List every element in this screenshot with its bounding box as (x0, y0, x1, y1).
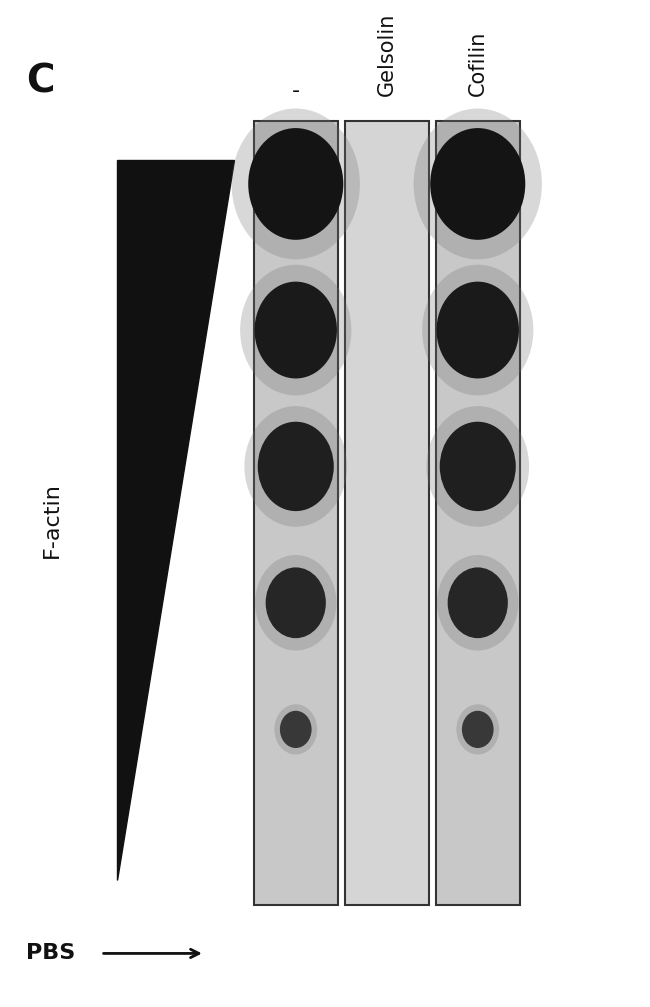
Bar (344, 121, 429, 904)
Ellipse shape (413, 109, 542, 260)
Ellipse shape (248, 128, 343, 240)
Ellipse shape (462, 711, 493, 748)
Ellipse shape (266, 567, 326, 638)
Ellipse shape (274, 704, 317, 754)
Text: -: - (292, 82, 300, 101)
Ellipse shape (255, 282, 337, 379)
Ellipse shape (257, 422, 334, 512)
Ellipse shape (437, 555, 519, 651)
Ellipse shape (422, 265, 534, 396)
Ellipse shape (448, 567, 508, 638)
Ellipse shape (240, 265, 352, 396)
Ellipse shape (437, 282, 519, 379)
Ellipse shape (430, 128, 525, 240)
Text: F-actin: F-actin (42, 482, 62, 558)
Text: C: C (26, 62, 55, 100)
Ellipse shape (280, 711, 311, 748)
Polygon shape (117, 159, 234, 880)
Text: Cofilin: Cofilin (468, 31, 488, 97)
Bar (436, 121, 520, 904)
Text: PBS: PBS (26, 944, 75, 964)
Ellipse shape (244, 406, 347, 527)
Ellipse shape (439, 422, 516, 512)
Ellipse shape (426, 406, 529, 527)
Ellipse shape (231, 109, 360, 260)
Text: Gelsolin: Gelsolin (377, 13, 396, 97)
Bar (254, 121, 338, 904)
Ellipse shape (255, 555, 337, 651)
Ellipse shape (456, 704, 499, 754)
